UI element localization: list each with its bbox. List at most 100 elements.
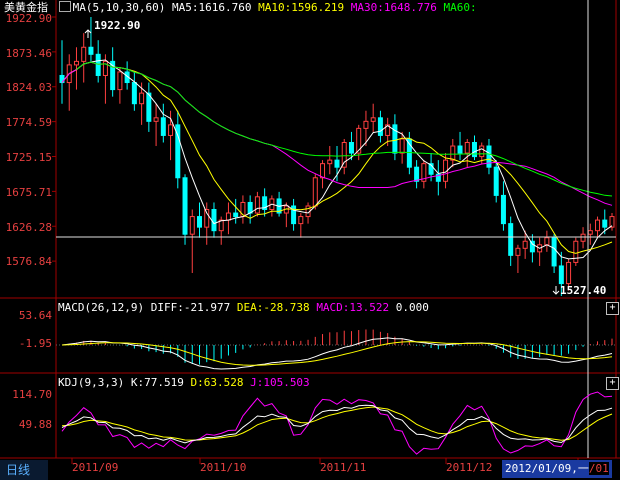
macd-diff-line xyxy=(61,337,613,370)
kdj-k: K:77.519 xyxy=(130,376,184,389)
candle-body xyxy=(385,124,391,136)
candle-body xyxy=(146,92,152,122)
candle-body xyxy=(334,159,340,168)
candle-body xyxy=(356,127,362,154)
candle-body xyxy=(73,60,79,66)
candle-body xyxy=(59,74,65,84)
candle-body xyxy=(197,216,202,228)
candle-body xyxy=(399,138,405,154)
candle-body xyxy=(435,173,441,182)
y-tick-label: 1922.90 xyxy=(5,12,52,25)
candle-body xyxy=(363,120,369,129)
candle-body xyxy=(348,141,354,154)
high-annotation: 1922.90 xyxy=(94,19,141,32)
kdj-header: KDJ(9,3,3) K:77.519 D:63.528 J:105.503 xyxy=(58,376,310,390)
macd-macd: MACD:13.522 xyxy=(316,301,390,314)
candle-body xyxy=(117,71,123,91)
macd-dea-line xyxy=(61,341,613,366)
kdj-y-tick-label: 49.88 xyxy=(18,418,52,431)
y-tick-label: 1626.28 xyxy=(5,221,52,234)
ma60-value: MA60: xyxy=(443,1,477,14)
macd-dea: DEA:-28.738 xyxy=(236,301,310,314)
candle-body xyxy=(88,46,94,55)
candle-body xyxy=(225,212,231,221)
macd-y-tick-label: 53.64 xyxy=(18,309,52,322)
kdj-k-line xyxy=(61,404,613,444)
macd-diff: DIFF:-21.977 xyxy=(150,301,231,314)
main-chart-header: 美黄金指 MA(5,10,30,60) MA5:1616.760 MA10:15… xyxy=(4,1,477,15)
expand-macd-button[interactable]: + xyxy=(606,302,619,315)
y-tick-label: 1774.59 xyxy=(5,116,52,129)
x-tick-label: 2011/11 xyxy=(320,461,367,474)
candle-body xyxy=(160,117,166,136)
candle-body xyxy=(139,92,145,105)
low-marker xyxy=(552,286,560,295)
candle-body xyxy=(168,124,174,136)
candle-body xyxy=(515,247,521,256)
low-annotation: 1527.40 xyxy=(560,284,607,297)
ma-toggle-icon[interactable] xyxy=(58,1,71,12)
macd-zero: 0.000 xyxy=(395,301,429,314)
candle-body xyxy=(457,145,463,154)
candle-body xyxy=(544,237,550,246)
macd-header: MACD(26,12,9) DIFF:-21.977 DEA:-28.738 M… xyxy=(58,301,429,315)
high-marker xyxy=(84,29,92,38)
candle-body xyxy=(204,209,210,228)
kdj-j: J:105.503 xyxy=(250,376,310,389)
candle-body xyxy=(211,209,217,232)
candle-body xyxy=(102,60,108,76)
candle-body xyxy=(95,53,101,76)
ma5-line xyxy=(61,59,613,260)
candle-body xyxy=(377,117,383,136)
candle-body xyxy=(320,163,326,179)
candle-body xyxy=(602,219,608,228)
candle-body xyxy=(341,141,347,168)
candle-body xyxy=(81,46,87,62)
candle-body xyxy=(551,237,557,267)
ma30-line xyxy=(61,61,613,206)
x-tick-label: 2011/10 xyxy=(200,461,247,474)
candle-body xyxy=(464,141,470,154)
ma10-line xyxy=(61,61,613,254)
kdj-y-tick-label: 114.70 xyxy=(12,388,52,401)
candle-body xyxy=(189,216,195,235)
cursor-date: 2012/01/09,一 xyxy=(505,462,589,475)
candle-body xyxy=(370,117,376,122)
candle-body xyxy=(233,212,239,218)
candle-body xyxy=(312,177,318,207)
y-tick-label: 1725.15 xyxy=(5,151,52,164)
ma-params: MA(5,10,30,60) xyxy=(72,1,166,14)
candle-body xyxy=(218,219,224,232)
cursor-date-tail: /01 xyxy=(588,462,609,475)
candle-body xyxy=(479,145,485,158)
kdj-j-line xyxy=(61,391,613,455)
kdj-params: KDJ(9,3,3) xyxy=(58,376,125,389)
candle-body xyxy=(327,159,333,165)
ma10-value: MA10:1596.219 xyxy=(258,1,345,14)
candle-body xyxy=(595,219,601,232)
candle-body xyxy=(558,265,564,285)
candle-body xyxy=(254,196,260,214)
y-tick-label: 1576.84 xyxy=(5,255,52,268)
candle-body xyxy=(131,82,137,105)
x-tick-label: 2011/09 xyxy=(72,461,119,474)
expand-kdj-button[interactable]: + xyxy=(606,377,619,390)
candle-body xyxy=(609,216,615,228)
candle-body xyxy=(508,223,514,256)
period-tab-daily[interactable]: 日线 xyxy=(0,460,48,480)
candle-body xyxy=(298,216,304,225)
ma60-line xyxy=(76,61,613,197)
y-tick-label: 1675.71 xyxy=(5,186,52,199)
candle-body xyxy=(500,194,506,225)
kdj-d-line xyxy=(61,406,613,441)
candle-body xyxy=(392,124,398,154)
instrument-title: 美黄金指 xyxy=(4,1,48,14)
candle-body xyxy=(175,124,181,179)
candle-body xyxy=(566,261,572,285)
candle-body xyxy=(580,233,586,242)
candle-body xyxy=(486,145,492,168)
macd-y-tick-label: -1.95 xyxy=(18,337,52,350)
candle-body xyxy=(262,196,268,211)
candle-body xyxy=(587,230,593,235)
